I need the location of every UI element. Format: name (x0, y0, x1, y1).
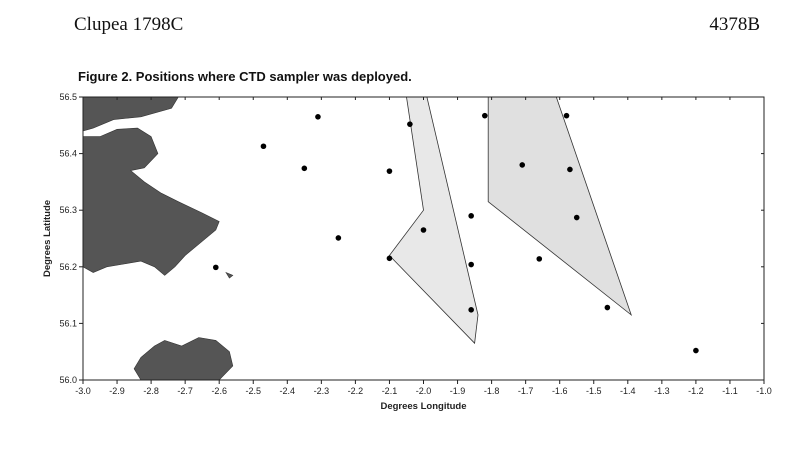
x-tick-label: -1.4 (620, 386, 636, 396)
x-tick-label: -2.8 (143, 386, 159, 396)
x-tick-label: -1.3 (654, 386, 670, 396)
ctd-station-point (468, 307, 474, 313)
plot-land (82, 96, 234, 381)
ctd-station-point (386, 255, 393, 262)
ctd-station-point (693, 347, 699, 354)
x-tick-label: -2.9 (109, 386, 125, 396)
chart-title: Figure 2. Positions where CTD sampler wa… (78, 69, 412, 84)
plot-areas (388, 96, 633, 345)
ctd-station-point (563, 112, 570, 119)
x-tick-label: -2.5 (245, 386, 261, 396)
ctd-station-point (335, 235, 342, 241)
document-header-right: 4378B (709, 14, 760, 35)
x-axis: -3.0 -2.9 -2.8 -2.7 -2.6 -2.5 -2.4 -2.3 -2.2 -2.1… (75, 97, 772, 396)
ctd-station-point (604, 304, 611, 311)
x-tick-label: -2.7 (177, 386, 193, 396)
land-mass-4 (225, 271, 234, 279)
x-tick-label: -2.1 (382, 386, 398, 396)
land-mass-1 (82, 96, 179, 132)
land-mass-3 (133, 337, 234, 381)
ctd-station-point (386, 168, 393, 174)
x-axis-label: Degrees Longitude (380, 401, 466, 412)
x-tick-label: -1.5 (586, 386, 602, 396)
ctd-station-point (481, 112, 488, 119)
y-axis-label: Degrees Latitude (42, 200, 53, 277)
x-tick-label: -2.6 (211, 386, 227, 396)
document-header-left: Clupea 1798C (74, 14, 184, 35)
y-tick-label: 56.2 (59, 262, 77, 272)
x-tick-label: -1.6 (552, 386, 568, 396)
x-tick-label: -2.2 (348, 386, 364, 396)
x-tick-label: -1.2 (688, 386, 704, 396)
y-tick-label: 56.5 (59, 92, 77, 102)
x-tick-label: -2.4 (280, 386, 296, 396)
ctd-station-point (468, 213, 474, 219)
ctd-station-point (407, 121, 413, 127)
ctd-station-point (420, 227, 427, 233)
y-tick-label: 56.0 (59, 375, 77, 385)
x-tick-label: -2.3 (314, 386, 330, 396)
x-tick-label: -1.8 (484, 386, 500, 396)
y-tick-label: 56.4 (59, 149, 77, 159)
x-tick-label: -2.0 (416, 386, 432, 396)
survey-area-2 (487, 96, 633, 317)
ctd-station-point (301, 165, 308, 172)
survey-area-1 (388, 96, 479, 345)
ctd-station-point (536, 256, 543, 262)
x-tick-label: -1.9 (450, 386, 466, 396)
land-mass-2 (82, 127, 220, 276)
ctd-station-point (212, 264, 219, 271)
x-tick-label: -1.0 (756, 386, 772, 396)
y-tick-label: 56.3 (59, 205, 77, 215)
y-tick-label: 56.1 (59, 318, 77, 328)
x-tick-label: -1.7 (518, 386, 534, 396)
x-tick-label: -3.0 (75, 386, 91, 396)
ctd-station-point (260, 143, 267, 150)
x-tick-label: -1.1 (722, 386, 738, 396)
data-points (212, 112, 699, 354)
ctd-station-point (468, 261, 474, 268)
ctd-station-point (519, 162, 526, 168)
ctd-station-point (573, 214, 580, 221)
ctd-station-point (315, 114, 321, 120)
y-axis: 56.0 56.1 56.2 56.3 56.4 56.5 (59, 92, 764, 385)
ctd-station-point (567, 166, 573, 173)
